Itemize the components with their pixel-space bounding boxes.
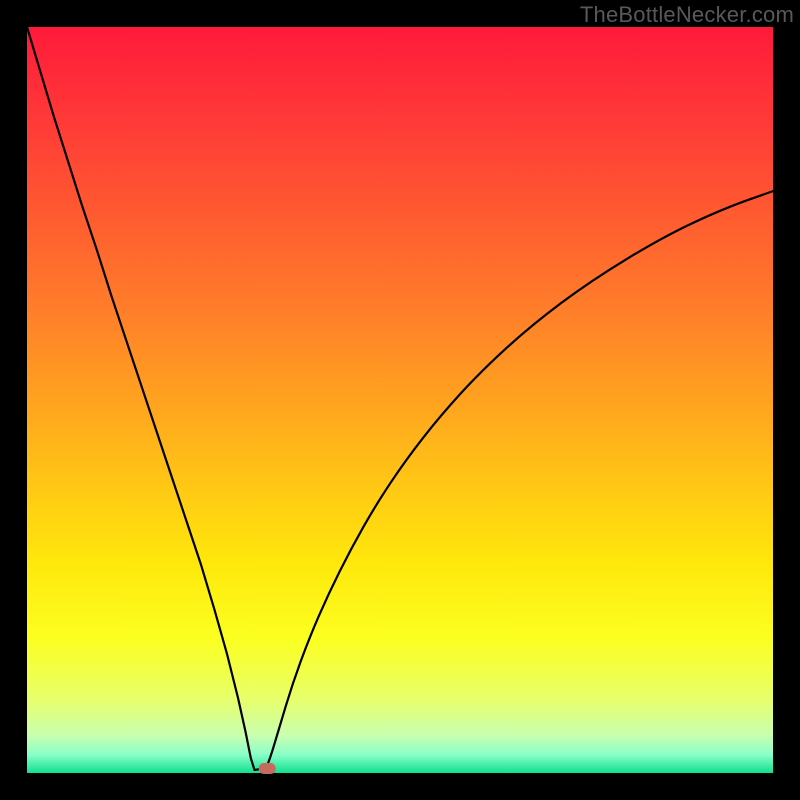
plot-background — [27, 27, 773, 773]
chart-container: TheBottleNecker.com — [0, 0, 800, 800]
optimum-marker — [259, 763, 276, 774]
bottleneck-chart — [0, 0, 800, 800]
watermark-text: TheBottleNecker.com — [580, 2, 794, 28]
